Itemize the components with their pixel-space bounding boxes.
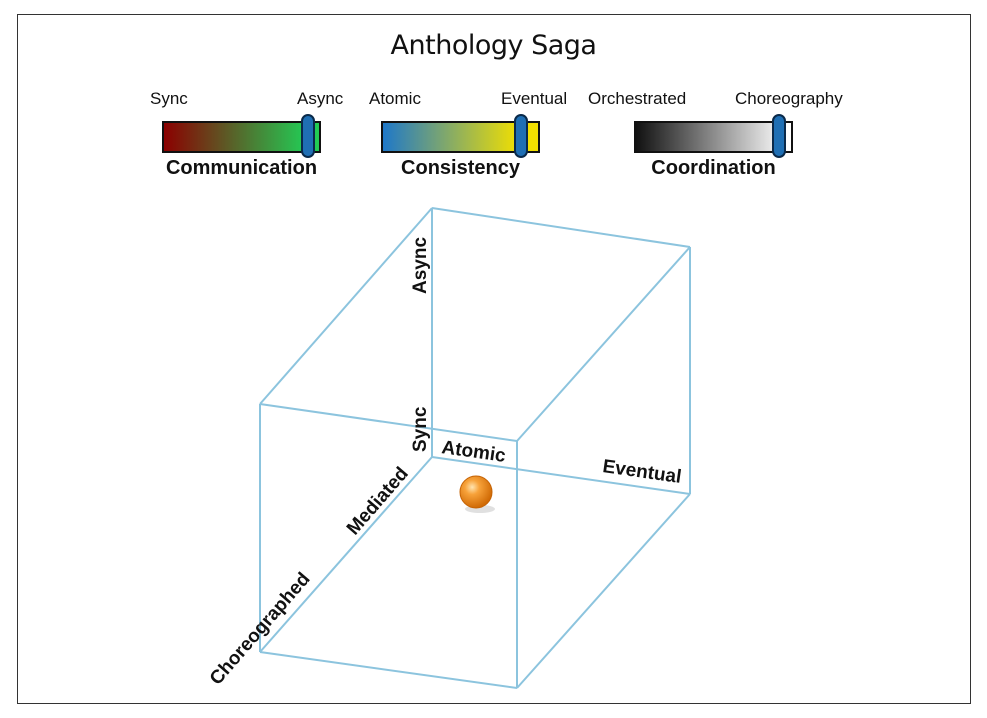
coordination-left-label: Orchestrated bbox=[588, 89, 687, 108]
coordination-gauge-name: Coordination bbox=[651, 157, 776, 179]
consistency-gauge-knob bbox=[513, 114, 528, 158]
cube-top-left-edge bbox=[259, 207, 433, 405]
consistency-gauge-name: Consistency bbox=[401, 157, 520, 179]
communication-right-label: Async bbox=[297, 89, 344, 108]
diagram-frame bbox=[17, 14, 971, 704]
diagram-title: Anthology Saga bbox=[390, 30, 597, 61]
communication-gauge-name: Communication bbox=[165, 157, 318, 179]
communication-gauge-knob bbox=[301, 114, 316, 158]
axis-label-mediated: Mediated bbox=[343, 463, 413, 539]
cube-bottom-left-edge bbox=[259, 456, 433, 653]
cube-bottom-right-edge bbox=[516, 493, 691, 689]
communication-gauge-bar bbox=[162, 121, 321, 153]
cube-top-right-edge bbox=[516, 246, 691, 442]
consistency-right-label: Eventual bbox=[501, 89, 568, 108]
communication-left-label: Sync bbox=[150, 89, 188, 108]
axis-label-sync: Sync bbox=[410, 406, 431, 452]
axis-label-atomic: Atomic bbox=[440, 437, 507, 467]
axis-label-async: Async bbox=[410, 237, 431, 294]
cube-front-top-edge bbox=[259, 403, 518, 442]
coordination-gauge-knob bbox=[771, 114, 786, 158]
cube-back-bottom-edge bbox=[431, 456, 691, 495]
coordination-gauge-bar bbox=[634, 121, 793, 153]
marker-ball bbox=[459, 475, 493, 509]
consistency-left-label: Atomic bbox=[369, 89, 421, 108]
cube-back-top-edge bbox=[431, 207, 691, 248]
coordination-right-label: Choreography bbox=[735, 89, 843, 108]
consistency-gauge-bar bbox=[381, 121, 540, 153]
cube-front-bottom-edge bbox=[259, 651, 518, 689]
